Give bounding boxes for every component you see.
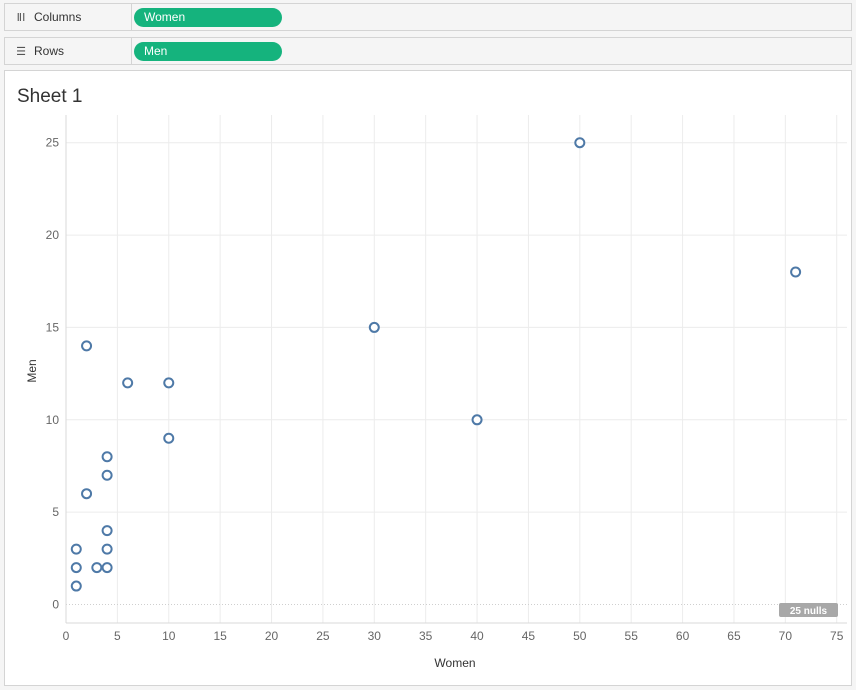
scatter-point[interactable] xyxy=(91,562,103,574)
data-points xyxy=(70,137,802,592)
x-tick-label: 30 xyxy=(368,629,382,643)
rows-shelf: ☰ Rows Men xyxy=(4,37,852,65)
sheet-view: Sheet 1 0 5 10 15 20 25 30 35 40 45 50 55 60 65 70 75 0… xyxy=(4,70,852,686)
scatter-point[interactable] xyxy=(790,266,802,278)
rows-pill-men[interactable]: Men xyxy=(134,42,282,61)
scatter-point[interactable] xyxy=(101,543,113,555)
scatter-point[interactable] xyxy=(81,340,93,352)
nulls-indicator[interactable]: 25 nulls xyxy=(779,603,838,617)
x-tick-label: 25 xyxy=(316,629,330,643)
y-tick-label: 25 xyxy=(46,136,60,150)
nulls-indicator-text: 25 nulls xyxy=(790,606,828,617)
rows-label-text: Rows xyxy=(34,44,65,58)
x-axis-label: Women xyxy=(434,656,475,670)
scatter-point[interactable] xyxy=(70,543,82,555)
columns-label-text: Columns xyxy=(34,10,82,24)
scatter-point[interactable] xyxy=(163,377,175,389)
scatter-point[interactable] xyxy=(81,488,93,500)
y-axis-label: Men xyxy=(25,359,39,382)
y-tick-label: 5 xyxy=(52,505,59,519)
columns-shelf: ⅡⅠ Columns Women xyxy=(4,3,852,31)
x-tick-label: 75 xyxy=(830,629,844,643)
y-axis: 0 5 10 15 20 25 xyxy=(46,115,67,623)
columns-shelf-label: ⅡⅠ Columns xyxy=(5,4,132,30)
y-tick-label: 10 xyxy=(46,413,60,427)
scatter-point[interactable] xyxy=(122,377,134,389)
sheet-title: Sheet 1 xyxy=(17,86,83,107)
scatter-point[interactable] xyxy=(163,432,175,444)
scatter-point[interactable] xyxy=(70,562,82,574)
rows-shelf-label: ☰ Rows xyxy=(5,38,132,64)
x-tick-label: 40 xyxy=(470,629,484,643)
scatter-point[interactable] xyxy=(101,562,113,574)
columns-pill-women[interactable]: Women xyxy=(134,8,282,27)
rows-icon: ☰ xyxy=(16,45,26,58)
y-tick-label: 15 xyxy=(46,320,60,334)
x-tick-label: 10 xyxy=(162,629,176,643)
x-tick-label: 50 xyxy=(573,629,587,643)
x-tick-label: 15 xyxy=(213,629,227,643)
y-tick-label: 0 xyxy=(52,598,59,612)
scatter-point[interactable] xyxy=(101,469,113,481)
grid-lines xyxy=(65,115,847,623)
x-tick-label: 65 xyxy=(727,629,741,643)
y-tick-label: 20 xyxy=(46,228,60,242)
scatter-point[interactable] xyxy=(368,321,380,333)
scatter-point[interactable] xyxy=(70,580,82,592)
scatter-chart: 0 5 10 15 20 25 30 35 40 45 50 55 60 65 70 75 0 5 10 15 20 2… xyxy=(25,115,847,670)
scatter-point[interactable] xyxy=(101,525,113,537)
x-tick-label: 20 xyxy=(265,629,279,643)
scatter-point[interactable] xyxy=(471,414,483,426)
x-tick-label: 5 xyxy=(114,629,121,643)
scatter-point[interactable] xyxy=(101,451,113,463)
x-tick-label: 45 xyxy=(522,629,536,643)
x-tick-label: 60 xyxy=(676,629,690,643)
columns-icon: ⅡⅠ xyxy=(16,11,26,24)
x-axis: 0 5 10 15 20 25 30 35 40 45 50 55 60 65 70 75 xyxy=(63,622,847,643)
x-tick-label: 70 xyxy=(779,629,793,643)
x-tick-label: 55 xyxy=(625,629,639,643)
x-tick-label: 0 xyxy=(63,629,70,643)
x-tick-label: 35 xyxy=(419,629,433,643)
scatter-point[interactable] xyxy=(574,137,586,149)
